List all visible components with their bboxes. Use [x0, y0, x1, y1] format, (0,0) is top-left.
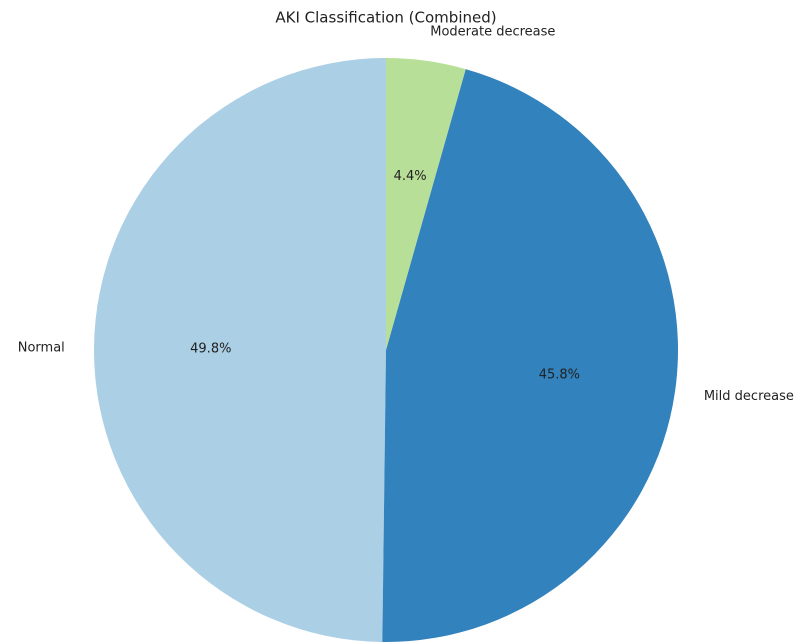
pie-slice	[93, 58, 386, 642]
slice-label: Normal	[18, 340, 65, 355]
pie-slice	[382, 69, 679, 643]
chart-title: AKI Classification (Combined)	[275, 9, 496, 27]
value-label: 49.8%	[190, 341, 231, 356]
pie-slice	[386, 58, 466, 350]
slice-label: Mild decrease	[704, 389, 794, 404]
value-label: 4.4%	[394, 169, 427, 184]
slice-label: Moderate decrease	[430, 24, 555, 39]
value-label: 45.8%	[539, 368, 580, 383]
